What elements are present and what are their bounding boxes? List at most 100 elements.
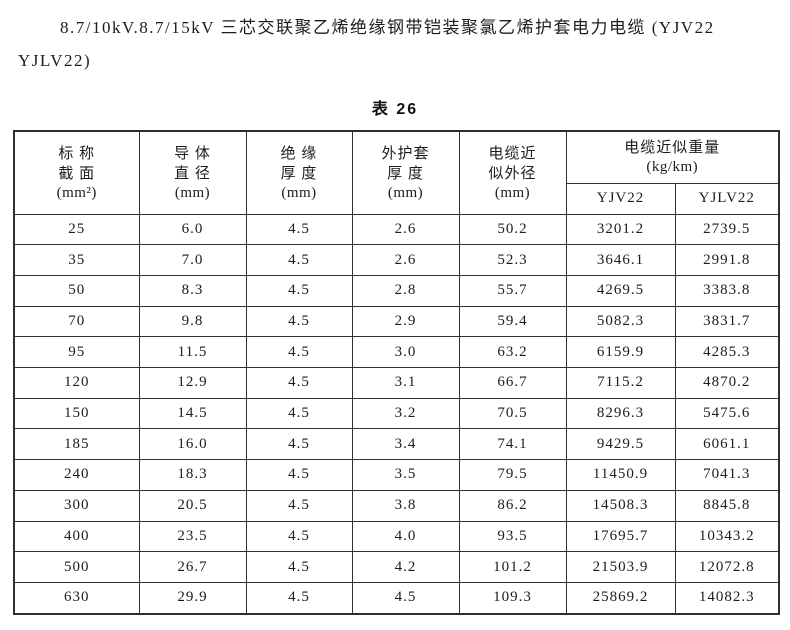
table-cell: 4.5: [245, 397, 353, 430]
table-cell: 109.3: [458, 581, 567, 615]
table-cell: 4.5: [245, 336, 353, 369]
table-cell: 70: [13, 305, 140, 338]
table-cell: 50: [13, 274, 140, 307]
table-cell: 35: [13, 244, 140, 276]
table-cell: 4.0: [351, 520, 460, 553]
table-cell: 4.5: [245, 428, 353, 461]
column-group-header-approx-weight: 电缆近似重量 (kg/km): [565, 130, 780, 184]
table-cell: 14082.3: [674, 581, 780, 615]
header-label: 导 体: [174, 145, 211, 162]
table-cell: 4.5: [245, 213, 353, 246]
header-label: 标 称: [58, 145, 96, 162]
table-cell: 4.5: [245, 581, 353, 615]
table-cell: 59.4: [458, 305, 567, 338]
table-cell: 240: [13, 459, 140, 491]
table-cell: 400: [13, 520, 140, 553]
header-unit: (mm): [494, 184, 531, 201]
table-cell: 79.5: [458, 459, 567, 491]
table-body: 25 6.0 4.5 2.6 50.2 3201.2 2739.5 35 7.0…: [13, 213, 780, 615]
table-cell: 66.7: [458, 367, 567, 399]
group-header-unit: (kg/km): [646, 159, 699, 176]
table-row: 95 11.5 4.5 3.0 63.2 6159.9 4285.3: [13, 336, 780, 369]
header-label: 厚 度: [280, 165, 318, 182]
table-row: 25 6.0 4.5 2.6 50.2 3201.2 2739.5: [13, 213, 780, 246]
header-label: 电缆近: [488, 145, 537, 162]
table-cell: 8.3: [138, 274, 247, 307]
table-cell: 6061.1: [674, 428, 780, 461]
table-caption: 表 26: [371, 101, 419, 118]
table-cell: 23.5: [138, 520, 247, 553]
table-cell: 8296.3: [565, 397, 676, 430]
table-cell: 2991.8: [674, 244, 780, 276]
table-cell: 14508.3: [565, 489, 676, 522]
table-cell: 4269.5: [565, 274, 676, 307]
column-header-nominal-section: 标 称 截 面 (mm²): [13, 130, 140, 215]
table-cell: 3.2: [351, 397, 460, 430]
header-unit: (mm²): [56, 184, 97, 201]
table-row: 500 26.7 4.5 4.2 101.2 21503.9 12072.8: [13, 551, 780, 583]
header-unit: (mm): [387, 184, 424, 201]
table-cell: 86.2: [458, 489, 567, 522]
header-unit: (mm): [281, 184, 317, 201]
table-cell: 4.5: [245, 520, 353, 553]
table-row: 50 8.3 4.5 2.8 55.7 4269.5 3383.8: [13, 274, 780, 307]
table-cell: 17695.7: [565, 520, 676, 553]
table-cell: 3201.2: [565, 213, 676, 246]
table-cell: 3831.7: [674, 305, 780, 338]
header-label: 绝 缘: [280, 145, 318, 162]
table-cell: 150: [13, 397, 140, 430]
table-row: 185 16.0 4.5 3.4 74.1 9429.5 6061.1: [13, 428, 780, 461]
table-cell: 11.5: [138, 336, 247, 369]
table-cell: 4.5: [245, 244, 353, 276]
table-cell: 6.0: [138, 213, 247, 246]
column-header-insulation-thickness: 绝 缘 厚 度 (mm): [245, 130, 353, 215]
table-row: 35 7.0 4.5 2.6 52.3 3646.1 2991.8: [13, 244, 780, 276]
group-header-label: 电缆近似重量: [624, 140, 721, 157]
header-label: 似外径: [488, 165, 537, 182]
table-cell: 3.8: [351, 489, 460, 522]
header-unit: (mm): [174, 184, 211, 201]
table-cell: 7041.3: [674, 459, 780, 491]
table-cell: 10343.2: [674, 520, 780, 553]
table-cell: 101.2: [458, 551, 567, 583]
table-cell: 25869.2: [565, 581, 676, 615]
table-cell: 2.8: [351, 274, 460, 307]
table-cell: 12072.8: [674, 551, 780, 583]
table-cell: 4.5: [245, 305, 353, 338]
table-cell: 4.5: [245, 489, 353, 522]
table-cell: 3.1: [351, 367, 460, 399]
subcolumn-header-yjv22: YJV22: [565, 182, 676, 215]
table-cell: 8845.8: [674, 489, 780, 522]
table-cell: 9.8: [138, 305, 247, 338]
table-cell: 2.9: [351, 305, 460, 338]
header-label: 截 面: [58, 165, 96, 182]
table-cell: 26.7: [138, 551, 247, 583]
table-cell: 3.0: [351, 336, 460, 369]
document-title-line2: YJLV22): [18, 51, 92, 70]
header-label: 直 径: [174, 165, 211, 182]
table-cell: 63.2: [458, 336, 567, 369]
column-header-approx-outer-diameter: 电缆近 似外径 (mm): [458, 130, 567, 215]
table-row: 150 14.5 4.5 3.2 70.5 8296.3 5475.6: [13, 397, 780, 430]
table-cell: 4.2: [351, 551, 460, 583]
table-cell: 300: [13, 489, 140, 522]
column-header-outer-sheath-thickness: 外护套 厚 度 (mm): [351, 130, 460, 215]
table-cell: 12.9: [138, 367, 247, 399]
table-cell: 5475.6: [674, 397, 780, 430]
table-cell: 500: [13, 551, 140, 583]
table-cell: 70.5: [458, 397, 567, 430]
table-cell: 50.2: [458, 213, 567, 246]
table-cell: 7.0: [138, 244, 247, 276]
table-cell: 74.1: [458, 428, 567, 461]
table-cell: 3646.1: [565, 244, 676, 276]
table-cell: 6159.9: [565, 336, 676, 369]
table-cell: 29.9: [138, 581, 247, 615]
table-cell: 2.6: [351, 213, 460, 246]
column-header-conductor-diameter: 导 体 直 径 (mm): [138, 130, 247, 215]
table-cell: 9429.5: [565, 428, 676, 461]
cable-spec-table: 标 称 截 面 (mm²) 导 体 直 径 (mm) 绝 缘 厚 度 (mm) …: [13, 130, 781, 615]
table-cell: 4.5: [245, 367, 353, 399]
table-cell: 4.5: [245, 274, 353, 307]
table-cell: 185: [13, 428, 140, 461]
